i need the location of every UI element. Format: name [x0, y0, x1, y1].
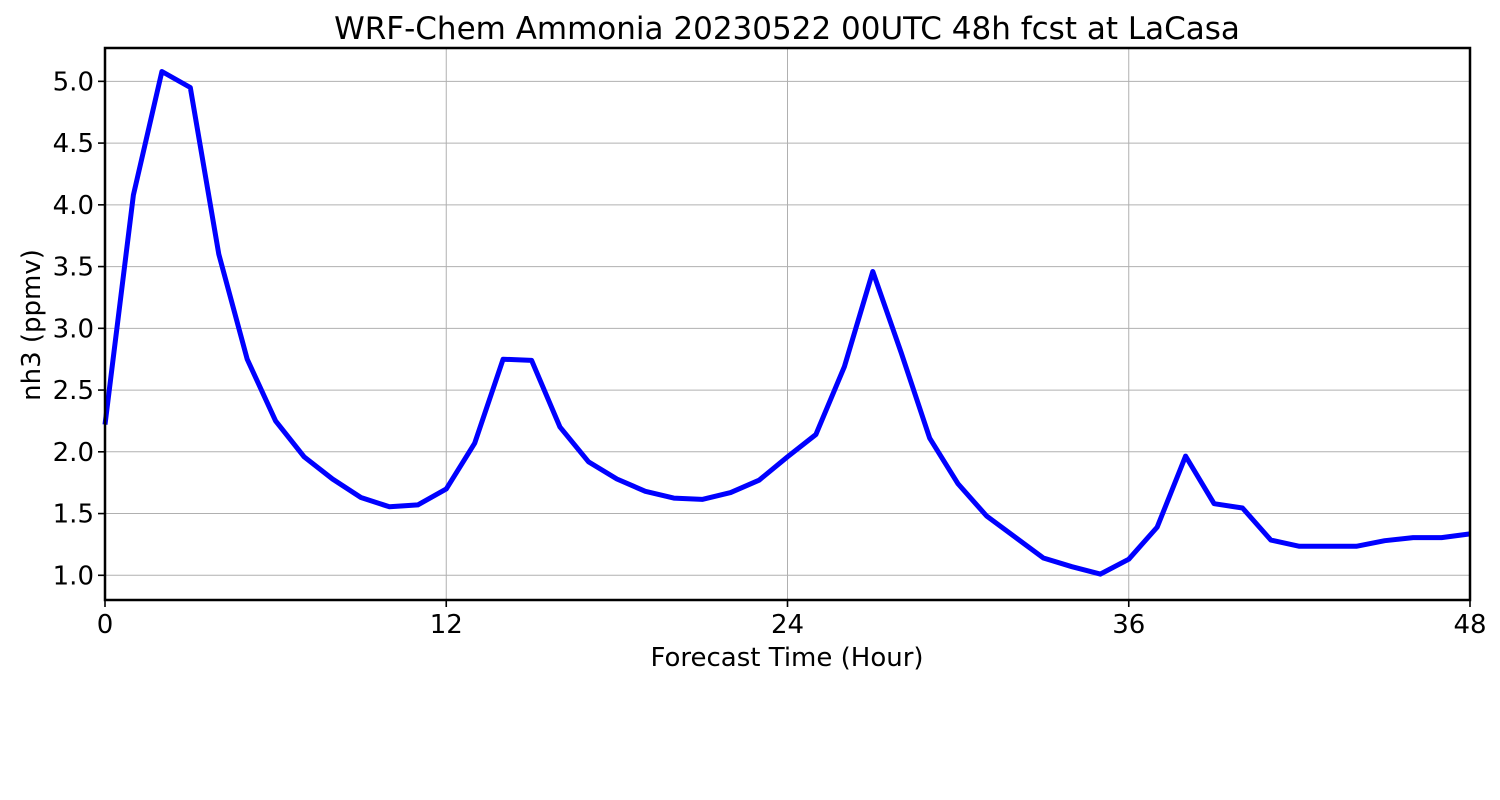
x-axis-label: Forecast Time (Hour)	[650, 643, 923, 673]
chart-title: WRF-Chem Ammonia 20230522 00UTC 48h fcst…	[334, 11, 1240, 47]
series-line	[102, 69, 1471, 577]
grid	[104, 48, 1471, 600]
y-axis-label: nh3 (ppmv)	[17, 249, 47, 401]
x-tick-label: 48	[1453, 610, 1486, 640]
x-tick-label: 12	[430, 610, 463, 640]
y-tick-label: 3.5	[53, 253, 94, 283]
y-tick-label: 2.0	[53, 438, 94, 468]
x-tick-label: 0	[97, 610, 114, 640]
ticks: 0 12 24 36 48 1.0 1.5 2.0 2.5 3.0 3.5 4.0 4.5 5.0	[53, 67, 1487, 640]
y-tick-label: 3.0	[53, 314, 94, 344]
y-tick-label: 5.0	[53, 67, 94, 97]
y-tick-label: 4.5	[53, 129, 94, 159]
y-tick-label: 4.0	[53, 191, 94, 221]
series-layer	[102, 69, 1471, 577]
y-tick-label: 1.5	[53, 500, 94, 530]
y-tick-label: 2.5	[53, 376, 94, 406]
x-tick-label: 24	[771, 610, 804, 640]
y-tick-label: 1.0	[53, 561, 94, 591]
x-tick-label: 36	[1112, 610, 1145, 640]
